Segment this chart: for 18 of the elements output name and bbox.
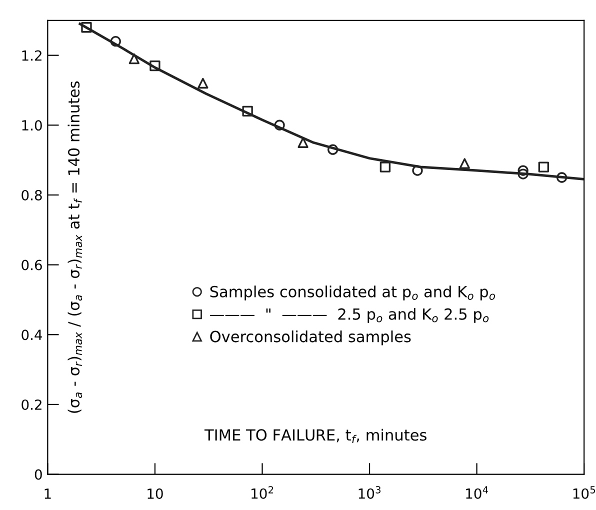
x-tick-label: 1	[44, 488, 51, 499]
y-tick-label: 0.8	[22, 190, 42, 200]
legend-label: Overconsolidated samples	[210, 330, 411, 346]
x-tick-label: 10$^{3}$	[358, 486, 381, 499]
legend-label: Samples consolidated at p$_{o}$ and K$_{o}$ p$_{o}$	[210, 286, 496, 300]
y-tick-label: 0.6	[22, 260, 42, 270]
y-tick-label: 0.4	[22, 330, 42, 340]
x-tick-label: 10	[148, 488, 163, 499]
y-tick-label: 1.2	[22, 50, 42, 61]
legend-label: ——— " ——— 2.5 p$_{o}$ and K$_{o}$ 2.5 p$_{o}$	[210, 308, 489, 323]
x-tick-label: 10$^{5}$	[573, 486, 595, 499]
y-tick-label: 0.2	[22, 399, 42, 410]
x-axis-title: TIME TO FAILURE, t$_{f}$, minutes	[204, 428, 426, 444]
x-tick-label: 10$^{2}$	[252, 486, 274, 499]
y-tick-label: 0	[34, 469, 42, 480]
x-tick-label: 10$^{4}$	[466, 486, 488, 499]
y-tick-label: 1.0	[22, 120, 42, 131]
text: (σ$_{a}$ - σ$_{r}$)$_{max}$ / (σ$_{a}$ - σ$_{r}$)$_{max}$ at t$_{f}$ = 140 minutes	[68, 81, 82, 413]
